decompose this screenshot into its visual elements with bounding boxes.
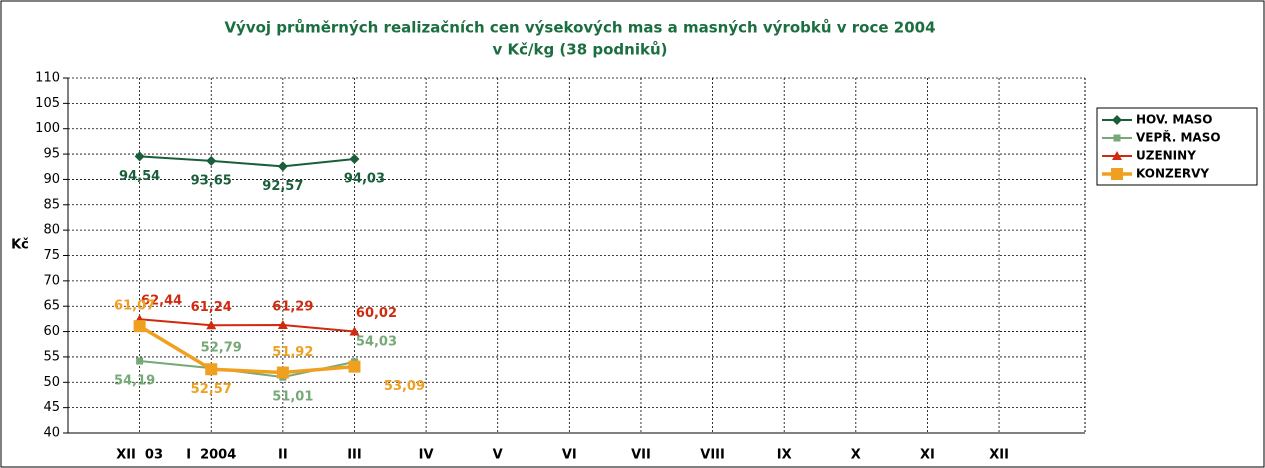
data-label: 62,44: [141, 294, 182, 309]
chart-title: Vývoj průměrných realizačních cen výseko…: [224, 19, 935, 37]
legend-label: VEPŘ. MASO: [1136, 130, 1221, 145]
legend-label: KONZERVY: [1136, 167, 1209, 181]
y-tick-label: 110: [35, 71, 60, 86]
y-tick-label: 55: [43, 349, 60, 364]
y-tick-label: 40: [43, 426, 60, 441]
data-label: 61,07: [114, 299, 155, 314]
y-tick-label: 80: [43, 223, 60, 238]
marker: [276, 366, 289, 379]
data-label: 52,79: [201, 341, 242, 356]
chart-subtitle: v Kč/kg (38 podniků): [493, 41, 668, 59]
y-tick-label: 75: [43, 248, 60, 263]
series-line: [139, 318, 355, 333]
y-axis-label: Kč: [11, 238, 29, 253]
y-tick-label: 45: [43, 400, 60, 415]
marker: [206, 155, 217, 166]
data-label: 51,92: [272, 345, 313, 360]
x-tick-label: XI: [920, 448, 935, 463]
x-tick-label: III: [347, 448, 362, 463]
marker: [349, 153, 360, 164]
x-tick-label: IV: [419, 448, 434, 463]
marker: [134, 151, 145, 162]
marker: [349, 326, 360, 336]
marker: [1113, 134, 1121, 142]
marker: [205, 363, 218, 376]
data-label: 52,57: [191, 382, 232, 397]
x-tick-label: IX: [777, 448, 792, 463]
y-tick-label: 65: [43, 299, 60, 314]
y-tick-label: 70: [43, 273, 60, 288]
legend-label: UZENINY: [1136, 149, 1196, 163]
x-tick-label: I 2004: [186, 448, 236, 463]
x-tick-label: VIII: [700, 448, 725, 463]
data-label: 61,29: [272, 300, 313, 315]
marker: [206, 320, 217, 330]
y-tick-label: 95: [43, 147, 60, 162]
series-line: [138, 324, 355, 375]
marker: [277, 161, 288, 172]
marker: [277, 320, 288, 330]
series-line: [139, 155, 355, 168]
y-tick-label: 60: [43, 324, 60, 339]
data-label: 92,57: [262, 179, 303, 194]
y-tick-label: 90: [43, 172, 60, 187]
x-tick-label: XII 03: [116, 448, 163, 463]
marker: [1111, 168, 1123, 180]
y-tick-label: 85: [43, 197, 60, 212]
data-label: 61,24: [191, 300, 232, 315]
y-tick-label: 100: [35, 121, 60, 136]
x-tick-label: V: [493, 448, 503, 463]
y-tick-label: 50: [43, 375, 60, 390]
data-label: 51,01: [272, 390, 313, 405]
marker: [133, 320, 146, 333]
data-label: 94,03: [344, 171, 385, 186]
x-tick-label: XII: [989, 448, 1009, 463]
data-label: 54,03: [356, 334, 397, 349]
x-tick-label: II: [278, 448, 288, 463]
x-tick-label: VII: [631, 448, 651, 463]
marker: [136, 357, 144, 365]
data-label: 94,54: [119, 169, 160, 184]
data-label: 93,65: [191, 173, 232, 188]
data-label: 53,09: [384, 379, 425, 394]
y-tick-label: 105: [35, 96, 60, 111]
marker: [1112, 151, 1122, 160]
marker: [1112, 115, 1122, 125]
legend-label: HOV. MASO: [1136, 113, 1212, 127]
x-tick-label: VI: [562, 448, 577, 463]
data-label: 60,02: [356, 306, 397, 321]
x-tick-label: X: [851, 448, 861, 463]
marker: [348, 360, 361, 373]
data-label: 54,19: [114, 374, 155, 389]
